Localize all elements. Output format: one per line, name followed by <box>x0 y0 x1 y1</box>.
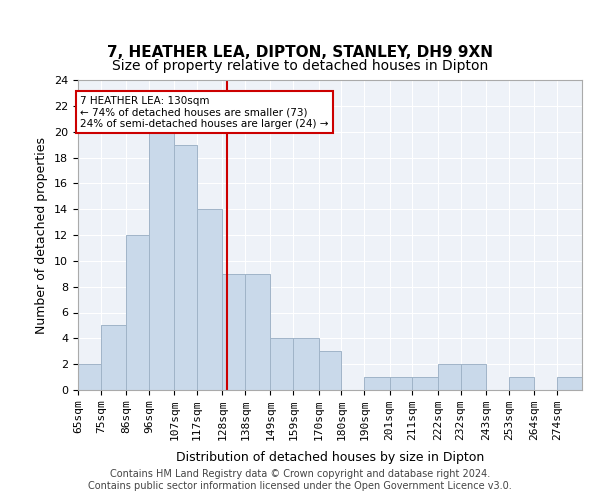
Text: Size of property relative to detached houses in Dipton: Size of property relative to detached ho… <box>112 59 488 73</box>
Text: Contains HM Land Registry data © Crown copyright and database right 2024.
Contai: Contains HM Land Registry data © Crown c… <box>88 469 512 491</box>
Bar <box>78 364 101 390</box>
Bar <box>223 274 245 390</box>
Bar <box>557 377 582 390</box>
Y-axis label: Number of detached properties: Number of detached properties <box>35 136 49 334</box>
Bar <box>174 144 197 390</box>
X-axis label: Distribution of detached houses by size in Dipton: Distribution of detached houses by size … <box>176 452 484 464</box>
Bar <box>271 338 293 390</box>
Bar <box>437 364 461 390</box>
Bar <box>126 235 149 390</box>
Bar <box>509 377 534 390</box>
Text: 7, HEATHER LEA, DIPTON, STANLEY, DH9 9XN: 7, HEATHER LEA, DIPTON, STANLEY, DH9 9XN <box>107 45 493 60</box>
Bar <box>319 351 341 390</box>
Bar <box>245 274 271 390</box>
Bar <box>101 326 126 390</box>
Text: 7 HEATHER LEA: 130sqm
← 74% of detached houses are smaller (73)
24% of semi-deta: 7 HEATHER LEA: 130sqm ← 74% of detached … <box>80 96 329 128</box>
Bar <box>461 364 486 390</box>
Bar <box>149 132 174 390</box>
Bar <box>412 377 437 390</box>
Bar <box>197 209 223 390</box>
Bar <box>389 377 412 390</box>
Bar <box>293 338 319 390</box>
Bar <box>364 377 389 390</box>
